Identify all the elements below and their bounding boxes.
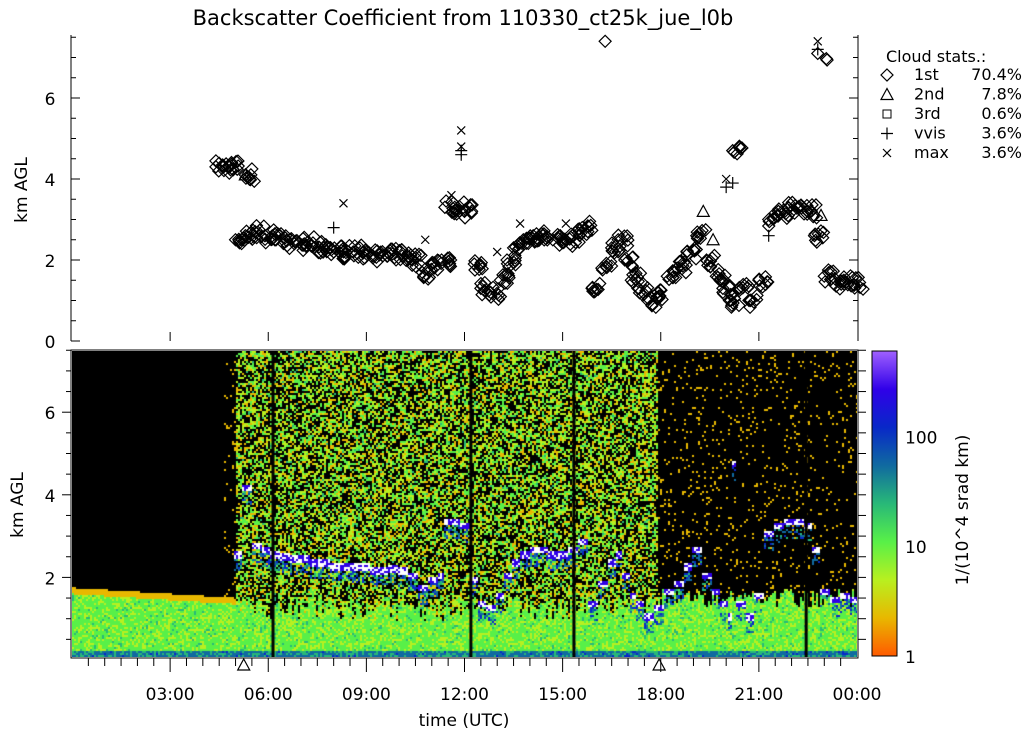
x-axis-label: time (UTC) (419, 711, 510, 730)
legend-label: 3rd (914, 104, 941, 123)
x-tick-label: 18:00 (636, 685, 685, 705)
colorbar-tick-label: 10 (905, 538, 927, 558)
x-tick-label: 12:00 (440, 685, 489, 705)
backscatter-heatmap (72, 351, 857, 657)
legend-label: 1st (914, 65, 939, 84)
bottom-y-label: km AGL (8, 472, 28, 538)
x-tick-label: 06:00 (244, 685, 293, 705)
y-tick-label: 0 (45, 333, 56, 353)
triangle-marker (697, 205, 709, 216)
legend-value: 0.6% (981, 104, 1022, 123)
x-marker (883, 149, 891, 157)
y-tick-label: 2 (45, 252, 56, 272)
plus-marker (812, 43, 824, 55)
x-tick-label: 09:00 (342, 685, 391, 705)
diamond-marker (881, 69, 893, 81)
cloud-base-panel: km AGL 0 2 4 6 (12, 35, 869, 353)
legend-value: 70.4% (971, 65, 1022, 84)
colorbar (872, 351, 897, 656)
top-y-label: km AGL (12, 157, 32, 223)
y-tick-label: 6 (45, 404, 56, 424)
x-marker (421, 236, 429, 244)
y-tick-label: 4 (45, 171, 56, 191)
x-tick-label: 03:00 (146, 685, 195, 705)
x-marker (447, 191, 455, 199)
x-tick-label: 21:00 (734, 685, 783, 705)
plus-marker (763, 230, 775, 242)
legend: Cloud stats.: 1st 70.4% 2nd 7.8% 3rd 0.6% vvis… (881, 47, 1022, 162)
diamond-marker (599, 35, 611, 47)
triangle-marker (653, 659, 665, 670)
y-tick-label: 4 (45, 487, 56, 507)
x-marker (457, 126, 465, 134)
legend-title: Cloud stats.: (886, 47, 986, 66)
triangle-marker (881, 89, 893, 100)
x-marker (493, 248, 501, 256)
triangle-marker (707, 234, 719, 245)
legend-value: 3.6% (981, 124, 1022, 143)
x-marker (562, 220, 570, 228)
plus-marker (328, 222, 340, 234)
chart-title: Backscatter Coefficient from 110330_ct25… (193, 6, 734, 31)
legend-value: 3.6% (981, 143, 1022, 162)
plus-marker (881, 128, 893, 140)
legend-value: 7.8% (981, 85, 1022, 104)
x-marker (339, 199, 347, 207)
colorbar-tick-label: 1 (905, 648, 916, 668)
triangle-marker (238, 659, 250, 670)
x-marker (516, 220, 524, 228)
x-tick-label: 15:00 (538, 685, 587, 705)
x-tick-label: 00:00 (833, 685, 882, 705)
colorbar-label: 1/(10^4 srad km) (953, 435, 973, 586)
legend-label: max (914, 143, 949, 162)
y-tick-label: 2 (45, 569, 56, 589)
colorbar-tick-label: 100 (905, 428, 937, 448)
square-marker (883, 110, 891, 118)
legend-label: vvis (914, 124, 946, 143)
y-tick-label: 6 (45, 90, 56, 110)
legend-label: 2nd (914, 85, 944, 104)
